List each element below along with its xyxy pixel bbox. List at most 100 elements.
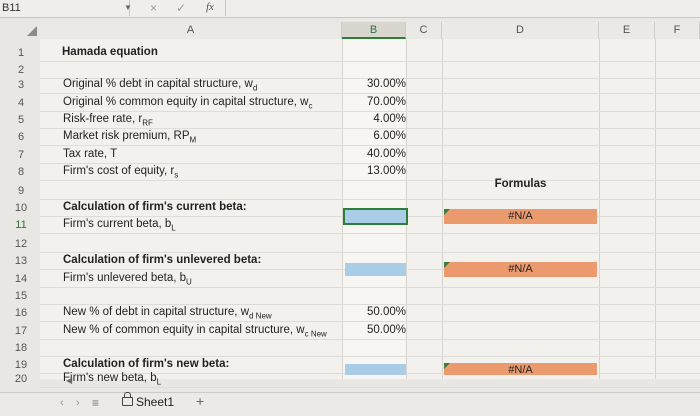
cell-b16[interactable]: 50.00% [366, 306, 406, 318]
gridline [40, 252, 700, 253]
cell-a11[interactable]: Firm's current beta, bL [63, 218, 176, 232]
cell-b7[interactable]: 40.00% [366, 148, 406, 160]
row-header-18[interactable]: 18 [14, 342, 28, 354]
row-header-15[interactable]: 15 [14, 290, 28, 302]
cell-a19[interactable]: Calculation of firm's new beta: [63, 358, 229, 370]
gridline [40, 387, 700, 388]
row-header-12[interactable]: 12 [14, 238, 28, 250]
gridline [40, 145, 700, 146]
column-header-e[interactable]: E [599, 22, 655, 39]
column-header-c[interactable]: C [406, 22, 442, 39]
cell-a6[interactable]: Market risk premium, RPM [63, 130, 196, 144]
row-header-8[interactable]: 8 [17, 166, 25, 178]
gridline [40, 287, 700, 288]
cell-b5[interactable]: 4.00% [373, 113, 406, 125]
cell-a17[interactable]: New % of common equity in capital struct… [63, 324, 327, 338]
cell-a3[interactable]: Original % debt in capital structure, wd [63, 78, 257, 92]
row-header-5[interactable]: 5 [17, 114, 25, 126]
cell-label: Calculation of firm's unlevered beta: [63, 254, 262, 266]
add-sheet-button[interactable]: + [196, 393, 205, 409]
cell-d20-na[interactable]: #N/A [444, 363, 597, 376]
formula-input[interactable] [225, 0, 700, 16]
row-header-14[interactable]: 14 [14, 273, 28, 285]
formulas-label: Formulas [494, 178, 547, 190]
row-header-4[interactable]: 4 [17, 97, 25, 109]
row-header-11[interactable]: 11 [15, 219, 27, 231]
row-header-7[interactable]: 7 [17, 149, 25, 161]
cell-subscript: c [308, 101, 313, 111]
row-header-17[interactable]: 17 [14, 325, 28, 337]
row-header-20[interactable]: 20 [14, 373, 28, 385]
cell-a16[interactable]: New % of debt in capital structure, wd N… [63, 306, 272, 320]
cell-label: Calculation of firm's new beta: [63, 358, 230, 370]
cell-label: Tax rate, T [63, 148, 118, 160]
row-header-2[interactable]: 2 [17, 64, 25, 76]
confirm-icon[interactable]: ✓ [176, 1, 187, 15]
cell-a7[interactable]: Tax rate, T [63, 148, 117, 160]
cell-a14[interactable]: Firm's unlevered beta, bU [63, 272, 192, 286]
cell-label: Original % common equity in capital stru… [63, 96, 309, 108]
cell-b20[interactable] [345, 364, 406, 375]
column-b-cells[interactable] [342, 39, 406, 379]
row-header-9[interactable]: 9 [17, 185, 25, 197]
row-header-19[interactable]: 19 [14, 359, 28, 371]
cell-a10[interactable]: Calculation of firm's current beta: [63, 201, 247, 213]
name-box[interactable]: B11 [0, 0, 130, 16]
error-indicator-icon [444, 262, 450, 268]
cell-subscript: L [156, 377, 162, 387]
cell-b6[interactable]: 6.00% [373, 130, 406, 142]
cell-a8[interactable]: Firm's cost of equity, rs [63, 165, 178, 179]
cell-b3[interactable]: 30.00% [366, 78, 406, 90]
gridline [40, 163, 700, 164]
cell-a5[interactable]: Risk-free rate, rRF [63, 113, 153, 127]
cell-b8[interactable]: 13.00% [366, 165, 406, 177]
row-header-6[interactable]: 6 [17, 131, 25, 143]
cell-b11-selected[interactable] [343, 208, 408, 225]
fx-icon[interactable]: fx [206, 1, 214, 13]
formula-bar [0, 0, 700, 18]
cell-b4[interactable]: 70.00% [366, 96, 406, 108]
row-header-16[interactable]: 16 [14, 307, 28, 319]
cell-label: Hamada equation [62, 46, 158, 58]
gridline [40, 356, 700, 357]
cell-b17[interactable]: 50.00% [366, 324, 406, 336]
column-header-d[interactable]: D [442, 22, 599, 39]
gridline [40, 199, 700, 200]
gridline [406, 39, 407, 379]
cell-a13[interactable]: Calculation of firm's unlevered beta: [63, 254, 261, 266]
cell-b14[interactable] [345, 263, 406, 276]
cell-label: Original % debt in capital structure, w [63, 78, 253, 90]
cell-subscript: d [252, 83, 258, 93]
cell-label: Calculation of firm's current beta: [63, 201, 247, 213]
select-all-corner[interactable] [27, 26, 37, 36]
gridline [40, 321, 700, 322]
gridline [342, 39, 343, 379]
scroll-left-icon[interactable]: ◀ [66, 376, 73, 385]
cell-subscript: d New [249, 311, 272, 321]
gridline [40, 111, 700, 112]
row-header-13[interactable]: 13 [14, 255, 28, 267]
column-header-b[interactable]: B [342, 22, 406, 39]
gridline [40, 78, 700, 79]
column-header-f[interactable]: F [655, 22, 700, 39]
row-header-10[interactable]: 10 [14, 202, 28, 214]
column-header-a[interactable]: A [40, 22, 342, 39]
cell-subscript: s [174, 170, 179, 180]
cell-d11-na[interactable]: #N/A [444, 209, 597, 224]
sheet-list-icon[interactable]: ≡ [92, 396, 100, 410]
cancel-icon[interactable]: × [150, 1, 158, 15]
next-sheet-icon[interactable]: › [76, 397, 80, 409]
cell-label: Market risk premium, RP [63, 130, 190, 142]
row-header-1[interactable]: 1 [17, 47, 25, 59]
sheet-tab-sheet1[interactable]: Sheet1 [122, 392, 175, 409]
cell-d14-na[interactable]: #N/A [444, 262, 597, 277]
chevron-down-icon[interactable]: ▼ [124, 3, 132, 12]
cell-a20[interactable]: Firm's new beta, bL [63, 372, 161, 386]
cell-a1[interactable]: Hamada equation [62, 46, 158, 58]
sheet-tab-label: Sheet1 [136, 395, 175, 409]
prev-sheet-icon[interactable]: ‹ [60, 397, 64, 409]
error-indicator-icon [444, 209, 450, 215]
row-header-3[interactable]: 3 [17, 79, 25, 91]
cell-subscript: L [171, 223, 176, 233]
cell-a4[interactable]: Original % common equity in capital stru… [63, 96, 312, 110]
